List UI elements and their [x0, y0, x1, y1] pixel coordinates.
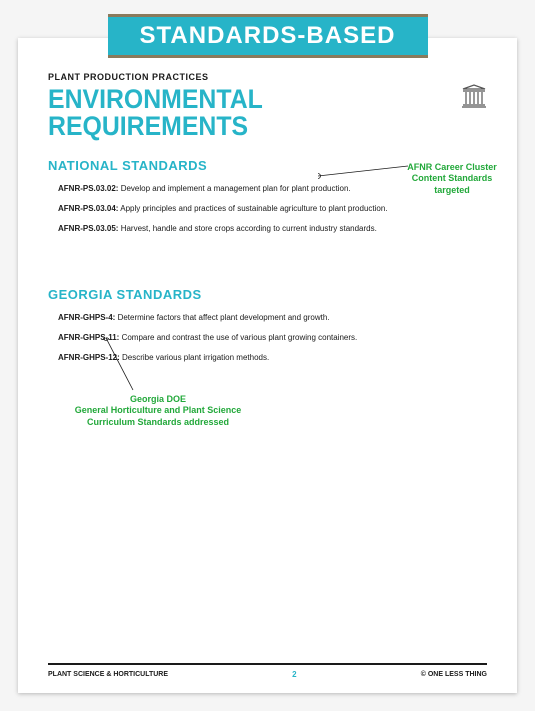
standard-text: Compare and contrast the use of various …	[119, 333, 357, 342]
pre-title: PLANT PRODUCTION PRACTICES	[48, 72, 487, 82]
document-page: PLANT PRODUCTION PRACTICES ENVIRONMENTAL…	[18, 38, 517, 693]
annotation-line: General Horticulture and Plant Science	[68, 405, 248, 416]
banner-text: STANDARDS-BASED	[140, 22, 396, 50]
footer-page-number: 2	[292, 670, 296, 679]
standard-text: Harvest, handle and store crops accordin…	[118, 224, 376, 233]
annotation-line: Curriculum Standards addressed	[68, 417, 248, 428]
standard-item: AFNR-GHPS-4: Determine factors that affe…	[48, 312, 487, 323]
standard-text: Describe various plant irrigation method…	[120, 353, 269, 362]
standard-code: AFNR-PS.03.05:	[58, 224, 118, 233]
annotation-line: Georgia DOE	[68, 394, 248, 405]
title-row: ENVIRONMENTAL REQUIREMENTS	[48, 84, 487, 140]
banner: STANDARDS-BASED	[108, 14, 428, 58]
annotation-line: AFNR Career Cluster	[397, 162, 507, 173]
section-georgia: GEORGIA STANDARDS AFNR-GHPS-4: Determine…	[48, 287, 487, 364]
standard-item: AFNR-PS.03.04: Apply principles and prac…	[48, 203, 487, 214]
footer: PLANT SCIENCE & HORTICULTURE 2 © ONE LES…	[48, 663, 487, 679]
standard-item: AFNR-GHPS-11: Compare and contrast the u…	[48, 332, 487, 343]
annotation-line: Content Standards	[397, 173, 507, 184]
main-title: ENVIRONMENTAL REQUIREMENTS	[48, 86, 426, 140]
standard-code: AFNR-GHPS-4:	[58, 313, 115, 322]
standard-code: AFNR-GHPS-12:	[58, 353, 120, 362]
footer-left: PLANT SCIENCE & HORTICULTURE	[48, 671, 168, 678]
annotation-afnr: AFNR Career Cluster Content Standards ta…	[397, 162, 507, 196]
standard-text: Develop and implement a management plan …	[118, 184, 350, 193]
standard-text: Apply principles and practices of sustai…	[118, 204, 387, 213]
annotation-georgia: Georgia DOE General Horticulture and Pla…	[68, 394, 248, 428]
standard-code: AFNR-GHPS-11:	[58, 333, 119, 342]
footer-right: © ONE LESS THING	[421, 671, 487, 678]
column-icon	[461, 84, 487, 113]
standard-code: AFNR-PS.03.02:	[58, 184, 118, 193]
standard-text: Determine factors that affect plant deve…	[115, 313, 329, 322]
standard-code: AFNR-PS.03.04:	[58, 204, 118, 213]
standard-item: AFNR-PS.03.05: Harvest, handle and store…	[48, 223, 487, 234]
standard-item: AFNR-GHPS-12: Describe various plant irr…	[48, 352, 487, 363]
section-heading-georgia: GEORGIA STANDARDS	[48, 287, 487, 302]
annotation-line: targeted	[397, 185, 507, 196]
